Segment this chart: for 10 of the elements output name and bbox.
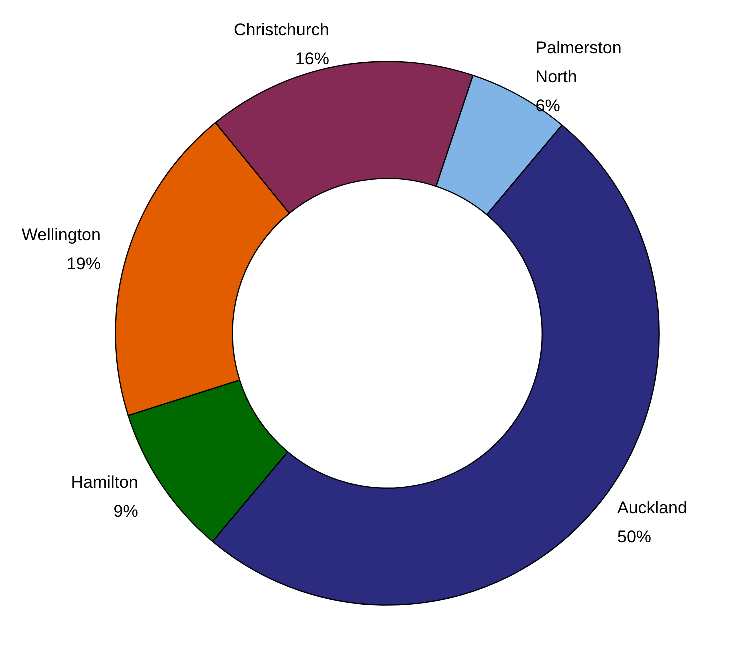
slice-label: Hamilton — [71, 472, 138, 492]
slice-label: Auckland — [618, 498, 688, 518]
data-label: 9% — [114, 502, 138, 521]
data-label: 16% — [295, 50, 330, 69]
data-label: 19% — [66, 254, 101, 274]
slice-label: Palmerston North — [536, 38, 626, 87]
data-label: 50% — [618, 527, 652, 546]
slice-label: Christchurch — [234, 20, 330, 40]
data-label: 6% — [536, 96, 560, 116]
slice-label: Wellington — [22, 226, 101, 245]
